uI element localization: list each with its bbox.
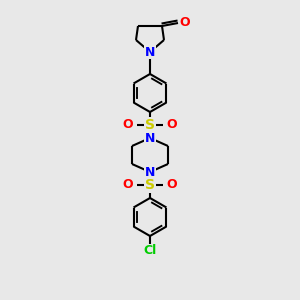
Text: Cl: Cl bbox=[143, 244, 157, 257]
Text: O: O bbox=[180, 16, 190, 28]
Text: O: O bbox=[123, 118, 133, 131]
Text: N: N bbox=[145, 46, 155, 59]
Text: N: N bbox=[145, 166, 155, 178]
Text: S: S bbox=[145, 118, 155, 132]
Text: N: N bbox=[145, 131, 155, 145]
Text: O: O bbox=[167, 178, 177, 191]
Text: O: O bbox=[167, 118, 177, 131]
Text: S: S bbox=[145, 178, 155, 192]
Text: O: O bbox=[123, 178, 133, 191]
